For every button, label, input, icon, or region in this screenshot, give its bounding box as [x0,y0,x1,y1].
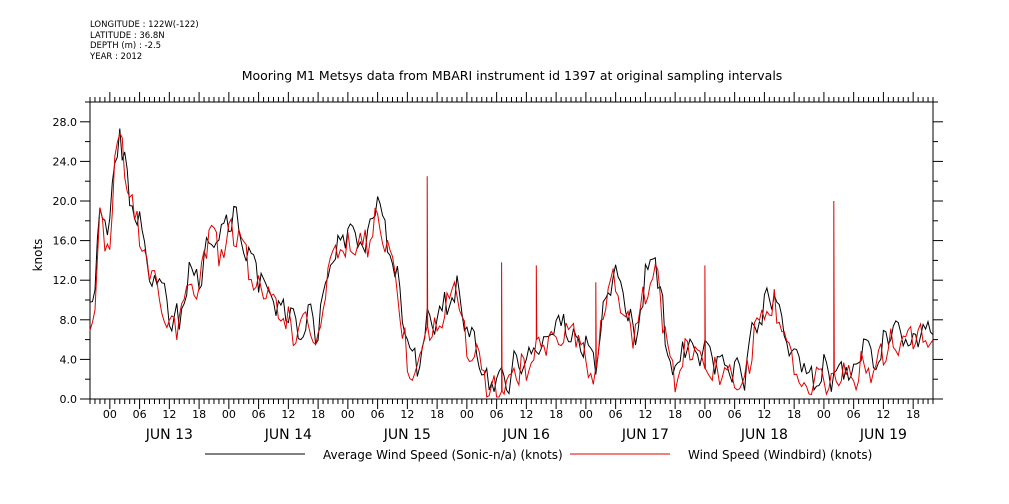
axes-group: 0.0 4.0 8.0 12.0 16.0 20.0 24.0 28.0 00 06 12 18 00 0… [53,92,943,443]
series-layer [89,128,934,398]
legend-label-average-wind-speed: Average Wind Speed (Sonic-n/a) (knots) [323,448,563,462]
x-tick-label: 12 [281,408,295,421]
x-tick-label: 00 [222,408,236,421]
y-tick-label: 4.0 [60,353,78,366]
chart-title: Mooring M1 Metsys data from MBARI instru… [242,68,783,83]
x-tick-label: 06 [490,408,504,421]
x-day-label: JUN 13 [145,427,193,443]
x-tick-label: 06 [728,408,742,421]
y-axis-label: knots [31,239,45,272]
legend: Average Wind Speed (Sonic-n/a) (knots) W… [205,448,872,462]
x-tick-label: 18 [906,408,920,421]
x-tick-label: 12 [876,408,890,421]
series-line-windbird-speed [89,131,934,398]
x-tick-label: 12 [162,408,176,421]
legend-label-windbird-speed: Wind Speed (Windbird) (knots) [688,448,872,462]
x-tick-label: 18 [192,408,206,421]
x-day-label: JUN 17 [621,427,669,443]
metadata-longitude: LONGITUDE : 122W(-122) [90,20,199,30]
metadata-block: LONGITUDE : 122W(-122) LATITUDE : 36.8N … [90,20,199,62]
x-tick-label: 06 [133,408,147,421]
x-tick-label: 00 [103,408,117,421]
x-day-label: JUN 18 [740,427,788,443]
x-tick-label: 06 [371,408,385,421]
y-tick-label: 16.0 [53,235,78,248]
x-tick-label: 00 [817,408,831,421]
x-tick-label: 00 [698,408,712,421]
y-tick-label: 8.0 [60,314,78,327]
x-tick-label: 12 [519,408,533,421]
x-tick-label: 18 [787,408,801,421]
y-tick-label: 0.0 [60,393,78,406]
x-day-label: JUN 19 [859,427,907,443]
x-tick-label: 18 [668,408,682,421]
x-tick-label: 12 [757,408,771,421]
x-tick-label: 12 [400,408,414,421]
x-tick-label: 12 [638,408,652,421]
series-line-average-wind-speed [89,128,934,395]
y-tick-label: 20.0 [53,195,78,208]
metadata-latitude: LATITUDE : 36.8N [90,30,165,41]
x-tick-label: 06 [252,408,266,421]
x-tick-label: 00 [579,408,593,421]
x-day-label: JUN 14 [264,427,312,443]
y-tick-label: 28.0 [53,116,78,129]
plot-frame [89,101,934,400]
x-tick-label: 18 [311,408,325,421]
x-day-label: JUN 16 [502,427,550,443]
x-tick-label: 00 [460,408,474,421]
x-day-label: JUN 15 [383,427,431,443]
x-tick-label: 18 [430,408,444,421]
y-tick-label: 24.0 [53,155,78,168]
metadata-depth: DEPTH (m) : -2.5 [90,41,162,51]
x-tick-label: 06 [609,408,623,421]
x-tick-label: 18 [549,408,563,421]
x-tick-label: 00 [341,408,355,421]
metadata-year: YEAR : 2012 [90,51,143,62]
y-tick-label: 12.0 [53,274,78,287]
x-tick-label: 06 [847,408,861,421]
